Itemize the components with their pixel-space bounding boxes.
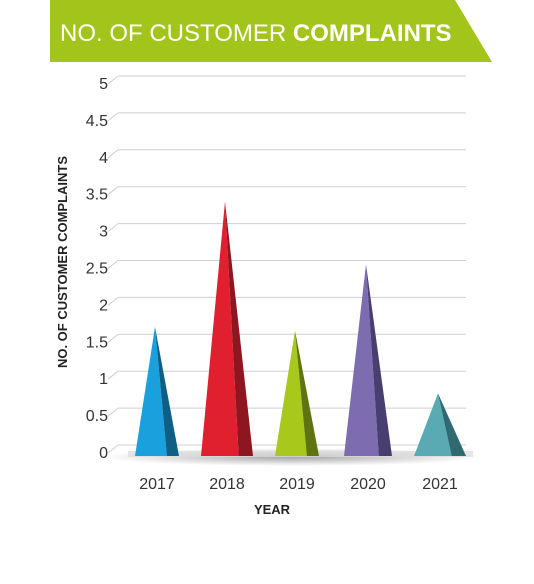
y-tick-label: 2.5 bbox=[86, 261, 108, 278]
x-tick-labels: 2017 2018 2019 2020 2021 bbox=[139, 476, 458, 493]
x-axis-title: YEAR bbox=[254, 502, 291, 517]
gridline-perspective bbox=[107, 112, 119, 122]
bar-2018 bbox=[201, 201, 253, 456]
chart-title: NO. OF CUSTOMER COMPLAINTS bbox=[60, 20, 452, 47]
bar-2019 bbox=[275, 330, 319, 456]
title-banner bbox=[50, 0, 492, 62]
bar-front-face bbox=[275, 330, 307, 456]
gridline-perspective bbox=[107, 260, 119, 269]
x-tick-label: 2019 bbox=[279, 476, 315, 493]
x-tick-label: 2021 bbox=[422, 476, 458, 493]
y-tick-label: 3.5 bbox=[86, 187, 108, 204]
bar-2017 bbox=[135, 326, 179, 456]
gridline-perspective bbox=[107, 75, 119, 85]
bar-side-face bbox=[366, 264, 392, 456]
y-tick-label: 2 bbox=[99, 297, 108, 314]
gridline-perspective bbox=[107, 149, 119, 159]
chart-title-bold: COMPLAINTS bbox=[293, 20, 452, 47]
bars bbox=[135, 201, 466, 456]
gridline-perspective bbox=[107, 186, 119, 196]
bar-side-face bbox=[155, 326, 179, 456]
bar-front-face bbox=[344, 264, 379, 456]
bar-side-face bbox=[225, 201, 253, 456]
y-tick-label: 0.5 bbox=[86, 408, 108, 425]
gridline-perspective bbox=[107, 370, 119, 380]
x-tick-label: 2020 bbox=[350, 476, 386, 493]
y-axis-title: NO. OF CUSTOMER COMPLAINTS bbox=[55, 156, 70, 368]
bar-2020 bbox=[344, 264, 392, 456]
bar-front-face bbox=[201, 201, 239, 456]
y-tick-labels: 0 0.5 1 1.5 2 2.5 3 3.5 4 4.5 5 bbox=[86, 76, 108, 462]
gridline-perspective bbox=[107, 333, 119, 343]
grid-layer bbox=[107, 75, 466, 454]
x-tick-label: 2018 bbox=[209, 476, 245, 493]
y-tick-label: 5 bbox=[99, 76, 108, 93]
bar-side-face bbox=[295, 330, 319, 456]
bar-front-face bbox=[414, 393, 452, 456]
bar-front-face bbox=[135, 326, 167, 456]
y-tick-label: 4 bbox=[99, 150, 108, 167]
y-tick-label: 1 bbox=[99, 371, 108, 388]
bar-side-face bbox=[438, 393, 466, 456]
y-tick-label: 0 bbox=[99, 445, 108, 462]
gridline-perspective bbox=[107, 407, 119, 417]
bar-2021 bbox=[414, 393, 466, 456]
x-tick-label: 2017 bbox=[139, 476, 175, 493]
chart-title-regular: NO. OF CUSTOMER bbox=[60, 20, 293, 47]
y-tick-label: 3 bbox=[99, 224, 108, 241]
gridline-perspective bbox=[107, 297, 119, 306]
gridline-perspective bbox=[107, 223, 119, 232]
y-tick-label: 4.5 bbox=[86, 113, 108, 130]
y-tick-label: 1.5 bbox=[86, 334, 108, 351]
gridline-perspective bbox=[107, 444, 119, 454]
